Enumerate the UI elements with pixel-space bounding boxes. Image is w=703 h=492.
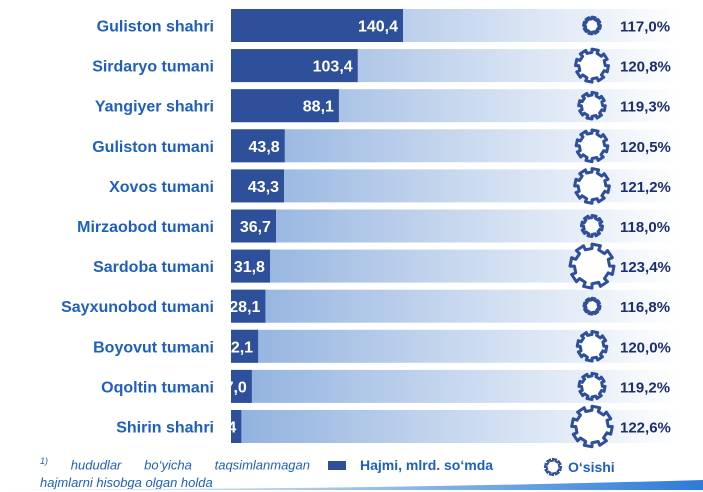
growth-label: 120,8% [620, 59, 671, 76]
category-label: Sardoba tumani [93, 259, 214, 276]
category-label: Yangiyer shahri [95, 99, 214, 116]
bar-value-label: 103,4 [313, 59, 353, 76]
category-label: Oqoltin tumani [101, 379, 214, 396]
bar [231, 249, 270, 283]
growth-label: 121,2% [620, 179, 671, 196]
growth-gear [582, 296, 602, 316]
growth-label: 119,3% [620, 99, 670, 116]
growth-gear [577, 371, 607, 401]
growth-gear [570, 404, 614, 449]
bar-track [231, 369, 679, 403]
bar [231, 369, 252, 403]
growth-gear [575, 330, 609, 363]
bar [231, 209, 276, 243]
growth-label: 120,0% [620, 339, 671, 356]
category-label: Mirzaobod tumani [77, 219, 214, 236]
growth-label: 123,4% [620, 259, 671, 276]
category-label: Boyovut tumani [93, 339, 214, 356]
bar [231, 129, 285, 163]
growth-gear [582, 15, 602, 36]
legend-bar-swatch [328, 460, 346, 470]
bar [231, 410, 242, 443]
category-label: Shirin shahri [116, 420, 214, 437]
footnote-line-2: hajmlarni hisobga olgan holda [40, 475, 213, 491]
bar [231, 9, 403, 42]
growth-gear [568, 242, 616, 290]
bar-track [231, 209, 679, 243]
growth-gear [574, 128, 610, 164]
growth-label: 118,0% [620, 219, 670, 236]
bar-track [231, 129, 679, 163]
bar-value-label: 17,0 [216, 379, 247, 396]
bar-value-label: 43,8 [249, 139, 280, 156]
category-label: Sirdaryo tumani [92, 59, 214, 76]
bar [231, 329, 259, 363]
growth-gear [574, 47, 610, 84]
category-label: Guliston shahri [97, 19, 214, 36]
growth-gear [577, 90, 607, 121]
legend-bars: Hajmi, mlrd. so‘mda [328, 457, 493, 473]
bar-value-label: 22,1 [222, 339, 253, 356]
gear-icon [543, 457, 563, 477]
growth-gear [579, 213, 605, 239]
legend-gear-shape [543, 457, 563, 477]
category-label: Xovos tumani [109, 179, 214, 196]
bar-value-label: 88,1 [303, 99, 334, 116]
growth-gear [573, 167, 611, 205]
bar-track [231, 169, 679, 203]
bar-value-label: 8,4 [214, 420, 236, 437]
bar-value-label: 36,7 [240, 219, 271, 236]
growth-label: 116,8% [620, 299, 670, 316]
footnote-line-1: hududlar bo‘yicha taqsimlanmagan [48, 457, 310, 473]
bar [231, 169, 284, 203]
growth-label: 119,2% [620, 379, 670, 396]
bar-track [231, 329, 679, 363]
footnote: 1) hududlar bo‘yicha taqsimlanmagan hajm… [40, 452, 310, 492]
category-label: Sayxunobod tumani [61, 299, 214, 316]
growth-label: 117,0% [620, 19, 670, 36]
category-label: Guliston tumani [92, 139, 214, 156]
bar-value-label: 43,3 [248, 179, 279, 196]
growth-label: 120,5% [620, 139, 671, 156]
legend-growth-label: O‘sishi [568, 459, 615, 475]
bar-value-label: 31,8 [234, 259, 265, 276]
footnote-marker: 1) [40, 456, 49, 466]
bottom-swoosh [0, 480, 703, 490]
bar [231, 49, 358, 83]
bar-value-label: 28,1 [229, 299, 260, 316]
legend-growth: O‘sishi [543, 457, 615, 477]
bar [231, 289, 266, 323]
bar-value-label: 140,4 [358, 19, 398, 36]
bar-track [231, 289, 679, 323]
growth-label: 122,6% [620, 420, 671, 437]
bar-chart: 140,4 Guliston shahri 117,0% 103,4 Sirdaryo … [61, 9, 679, 449]
legend-bar-label: Hajmi, mlrd. so‘mda [360, 457, 494, 473]
bar [231, 89, 339, 123]
